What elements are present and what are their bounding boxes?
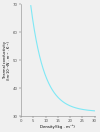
Y-axis label: Thermal conductivity
/(m·10⁻³W . m⁻¹ . K⁻¹): Thermal conductivity /(m·10⁻³W . m⁻¹ . K…	[3, 41, 11, 80]
X-axis label: Density/(kg . m⁻³): Density/(kg . m⁻³)	[40, 125, 75, 129]
